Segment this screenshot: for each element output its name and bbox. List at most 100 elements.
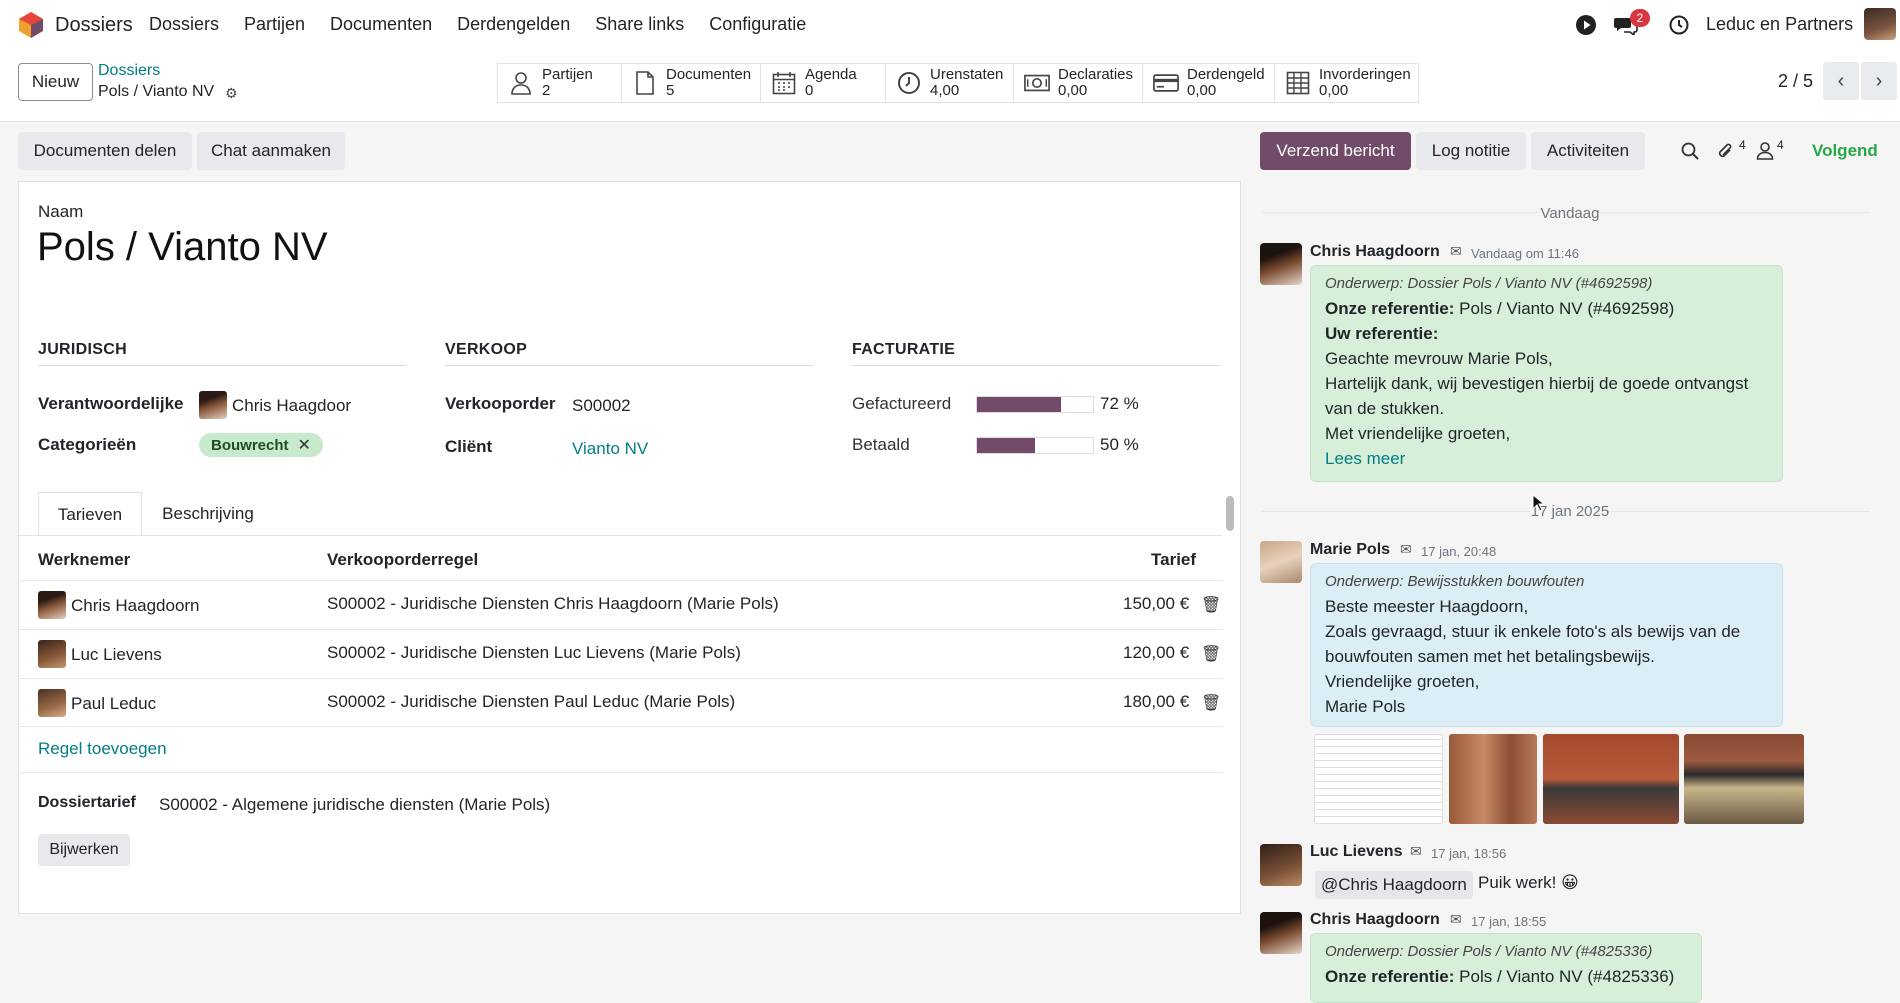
tag-label: Bouwrecht (211, 436, 289, 454)
smart-value: 5 (666, 82, 675, 99)
avatar[interactable] (1260, 912, 1302, 954)
tab-tarieven[interactable]: Tarieven (38, 492, 142, 536)
app-name[interactable]: Dossiers (55, 14, 133, 36)
menu-configuratie[interactable]: Configuratie (709, 14, 807, 34)
dossier-name-field[interactable]: Pols / Vianto NV (37, 225, 328, 269)
followers-icon[interactable] (1756, 142, 1774, 160)
line-cell[interactable]: S00002 - Juridische Diensten Paul Leduc … (327, 692, 736, 711)
column-rate[interactable]: Tarief (1151, 550, 1197, 569)
message-subject: Onderwerp: Dossier Pols / Vianto NV (#46… (1325, 275, 1653, 292)
menu-derdengelden[interactable]: Derdengelden (457, 14, 571, 34)
table-row[interactable]: Paul Leduc S00002 - Juridische Diensten … (18, 678, 1223, 727)
smart-value: 0,00 (1319, 82, 1349, 99)
menu-share-links[interactable]: Share links (595, 14, 685, 34)
message-timestamp: 17 jan, 18:56 (1431, 846, 1507, 861)
divider (18, 772, 1223, 773)
sales-order-label: Verkooporder (445, 394, 556, 413)
category-tag[interactable]: Bouwrecht ✕ (199, 433, 323, 457)
log-note-button[interactable]: Log notitie (1416, 132, 1526, 170)
avatar[interactable] (1260, 243, 1302, 285)
smart-button-agenda[interactable]: Agenda 0 (760, 63, 886, 103)
attachment-thumbnail[interactable] (1449, 734, 1537, 824)
clock-icon[interactable] (1669, 15, 1689, 35)
rate-cell[interactable]: 180,00 € (1123, 692, 1190, 711)
column-line[interactable]: Verkooporderregel (327, 550, 479, 569)
chevron-left-icon: ‹ (1837, 69, 1845, 92)
name-label: Naam (38, 202, 84, 221)
create-chat-button[interactable]: Chat aanmaken (197, 132, 345, 170)
smart-button-derdengeld[interactable]: Derdengeld 0,00 (1142, 63, 1275, 103)
employee-cell[interactable]: Chris Haagdoorn (71, 596, 200, 615)
following-button[interactable]: Volgend (1812, 141, 1878, 160)
attachment-thumbnail[interactable] (1543, 734, 1679, 824)
read-more-link[interactable]: Lees meer (1325, 449, 1406, 468)
calendar-icon (771, 70, 797, 96)
employee-cell[interactable]: Luc Lievens (71, 645, 162, 664)
smart-button-urenstaten[interactable]: Urenstaten 4,00 (885, 63, 1014, 103)
column-employee[interactable]: Werknemer (38, 550, 131, 569)
app-logo-icon[interactable] (19, 12, 43, 38)
table-row[interactable]: Chris Haagdoorn S00002 - Juridische Dien… (18, 580, 1223, 629)
share-documents-button[interactable]: Documenten delen (18, 132, 192, 170)
message-author[interactable]: Chris Haagdoorn (1310, 911, 1440, 928)
mouse-cursor-icon (1532, 494, 1544, 512)
menu-partijen[interactable]: Partijen (244, 14, 306, 34)
section-legal: JURIDISCH (38, 341, 406, 366)
close-icon[interactable]: ✕ (297, 437, 311, 454)
paid-label: Betaald (852, 435, 910, 454)
avatar (199, 391, 227, 419)
pager-next-button[interactable]: › (1861, 62, 1897, 100)
sales-order-field[interactable]: S00002 (572, 396, 631, 415)
form-scrollbar[interactable] (1226, 496, 1234, 531)
responsible-field[interactable]: Chris Haagdoor (232, 396, 352, 415)
employee-cell[interactable]: Paul Leduc (71, 694, 157, 713)
smart-button-documenten[interactable]: Documenten 5 (621, 63, 761, 103)
message-author[interactable]: Marie Pols (1310, 541, 1391, 558)
menu-dossiers[interactable]: Dossiers (149, 14, 220, 34)
company-switcher[interactable]: Leduc en Partners (1706, 14, 1854, 34)
update-button[interactable]: Bijwerken (38, 834, 130, 866)
ref-label: Onze referentie: (1325, 299, 1455, 318)
line-cell[interactable]: S00002 - Juridische Diensten Luc Lievens… (327, 643, 741, 662)
gear-icon[interactable]: ⚙ (225, 85, 238, 101)
ref-value: Pols / Vianto NV (#4825336) (1459, 967, 1675, 986)
message-author[interactable]: Luc Lievens (1310, 843, 1403, 860)
invoiced-label: Gefactureerd (852, 394, 952, 413)
tab-beschrijving[interactable]: Beschrijving (142, 492, 274, 536)
ref-value: Pols / Vianto NV (#4692598) (1459, 299, 1675, 318)
activities-button[interactable]: Activiteiten (1531, 132, 1645, 170)
rate-cell[interactable]: 150,00 € (1123, 594, 1190, 613)
attachment-thumbnail[interactable] (1684, 734, 1804, 824)
smart-button-invorderingen[interactable]: Invorderingen 0,00 (1274, 63, 1419, 103)
table-row[interactable]: Luc Lievens S00002 - Juridische Diensten… (18, 629, 1223, 678)
trash-icon[interactable]: 🗑 (1201, 695, 1222, 712)
paperclip-icon[interactable] (1716, 141, 1734, 161)
search-icon[interactable] (1681, 142, 1699, 160)
smart-button-declaraties[interactable]: Declaraties 0,00 (1013, 63, 1143, 103)
mention-link[interactable]: @Chris Haagdoorn (1315, 871, 1473, 899)
add-line-link[interactable]: Regel toevoegen (38, 739, 167, 758)
breadcrumb-parent[interactable]: Dossiers (98, 62, 161, 79)
message-timestamp: 17 jan, 18:55 (1471, 914, 1547, 929)
divider (1610, 511, 1870, 512)
trash-icon[interactable]: 🗑 (1201, 597, 1222, 614)
smart-button-partijen[interactable]: Partijen 2 (497, 63, 622, 103)
paid-percentage: 50 % (1100, 435, 1139, 454)
message-author[interactable]: Chris Haagdoorn (1310, 243, 1440, 260)
envelope-icon: ✉ (1400, 541, 1412, 557)
attachment-thumbnail[interactable] (1314, 734, 1443, 824)
pager-previous-button[interactable]: ‹ (1823, 62, 1859, 100)
send-message-button[interactable]: Verzend bericht (1260, 132, 1411, 170)
rate-cell[interactable]: 120,00 € (1123, 643, 1190, 662)
menu-documenten[interactable]: Documenten (330, 14, 433, 34)
play-icon[interactable] (1576, 15, 1596, 35)
user-avatar[interactable] (1864, 8, 1896, 40)
new-button[interactable]: Nieuw (18, 63, 93, 101)
pager-value[interactable]: 2 / 5 (1778, 71, 1814, 91)
avatar[interactable] (1260, 541, 1302, 583)
trash-icon[interactable]: 🗑 (1201, 646, 1222, 663)
avatar[interactable] (1260, 844, 1302, 886)
line-cell[interactable]: S00002 - Juridische Diensten Chris Haagd… (327, 594, 779, 613)
dossier-rate-field[interactable]: S00002 - Algemene juridische diensten (M… (159, 795, 551, 814)
client-link[interactable]: Vianto NV (572, 439, 649, 458)
